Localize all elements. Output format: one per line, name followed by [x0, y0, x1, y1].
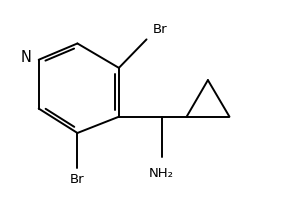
Text: Br: Br — [70, 173, 85, 186]
Text: N: N — [21, 50, 32, 65]
Text: NH₂: NH₂ — [149, 167, 174, 180]
Text: Br: Br — [153, 23, 168, 36]
